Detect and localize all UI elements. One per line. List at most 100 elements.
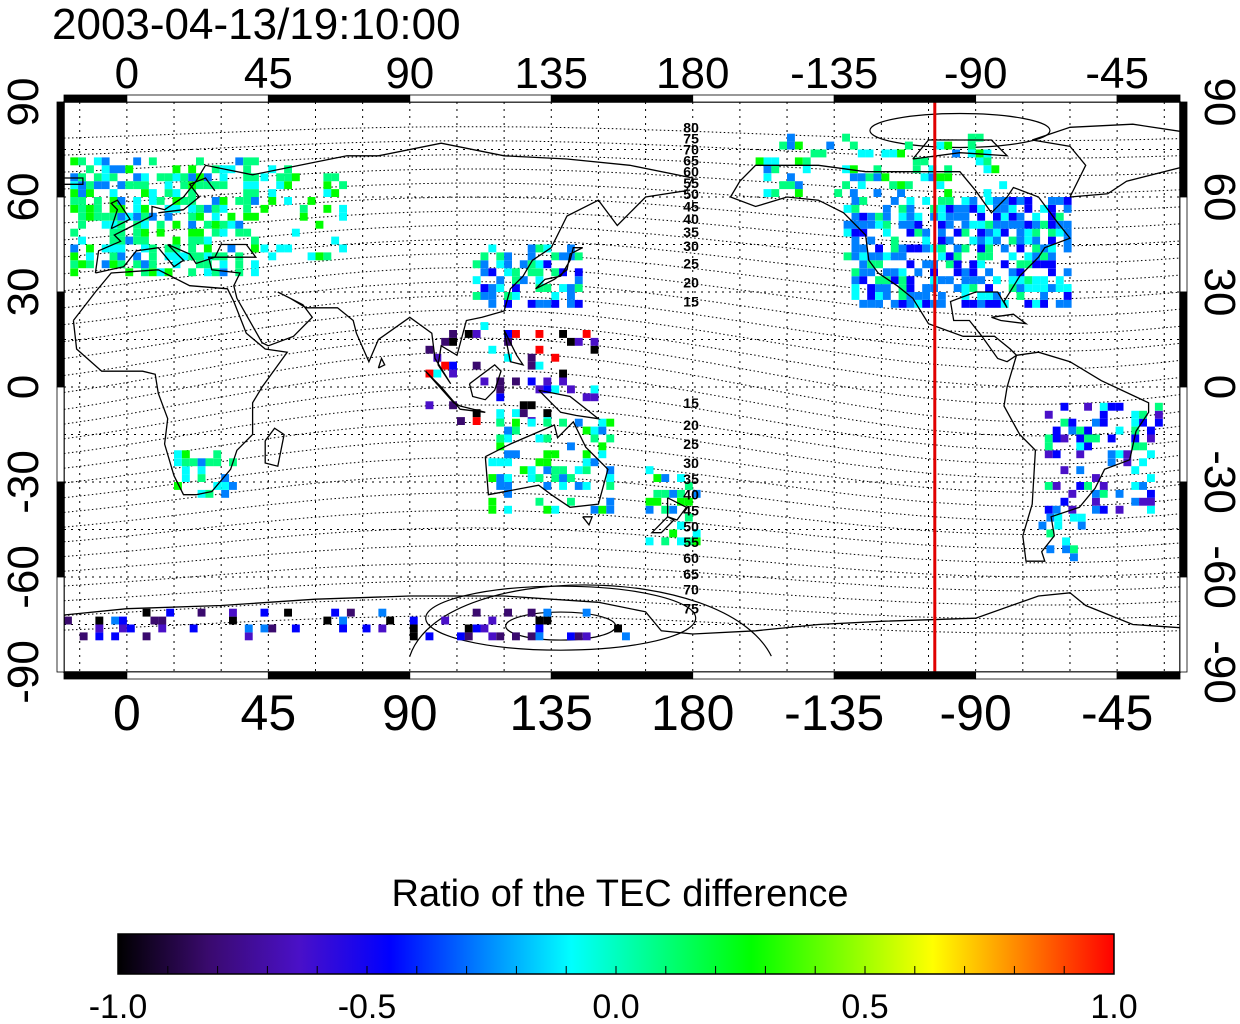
- data-cell: [512, 292, 520, 300]
- data-cell: [937, 220, 946, 229]
- data-cell: [203, 181, 212, 190]
- data-cell: [323, 616, 332, 625]
- data-cell: [606, 497, 615, 506]
- data-cell: [912, 165, 921, 174]
- data-cell: [928, 173, 937, 182]
- data-cell: [684, 497, 693, 506]
- contour-label: 75: [683, 601, 699, 617]
- data-cell: [953, 228, 962, 237]
- data-cell: [527, 260, 536, 269]
- data-cell: [969, 276, 978, 285]
- data-cell: [211, 181, 220, 190]
- data-cell: [897, 181, 905, 190]
- coastlines: [64, 123, 1180, 635]
- x-tick-label-top: -135: [790, 49, 878, 98]
- data-cell: [504, 299, 512, 308]
- data-cell: [598, 426, 607, 435]
- data-cell: [480, 322, 489, 330]
- data-cell: [898, 299, 907, 308]
- data-cell: [945, 276, 954, 285]
- data-cell: [133, 181, 142, 190]
- data-cell: [692, 537, 701, 546]
- data-cell: [512, 284, 520, 292]
- data-cell: [543, 505, 552, 514]
- data-cell: [323, 181, 332, 190]
- data-cell: [472, 292, 481, 300]
- data-cell: [590, 458, 599, 467]
- data-cell: [945, 252, 954, 261]
- y-tick-label-left: 0: [0, 375, 48, 399]
- data-cell: [1063, 220, 1072, 229]
- data-cell: [1060, 434, 1069, 443]
- data-cell: [1107, 450, 1116, 459]
- data-cell: [133, 157, 142, 166]
- data-cell: [219, 204, 228, 213]
- data-cell: [1040, 260, 1048, 269]
- data-cell: [606, 418, 615, 427]
- data-cell: [125, 165, 134, 174]
- data-cell: [875, 276, 883, 285]
- data-cell: [425, 369, 434, 378]
- data-cell: [235, 157, 244, 166]
- data-cell: [914, 228, 923, 237]
- contour-label: 35: [683, 471, 699, 487]
- data-cell: [1147, 489, 1155, 498]
- data-cell: [692, 529, 701, 538]
- data-cell: [985, 299, 993, 308]
- data-cell: [551, 252, 560, 261]
- data-cell: [172, 204, 181, 213]
- data-cell: [851, 212, 860, 221]
- data-cell: [527, 418, 536, 427]
- data-cell: [158, 616, 167, 625]
- y-tick-label-right: 0: [1195, 375, 1240, 399]
- data-cell: [188, 173, 197, 182]
- data-cell: [488, 497, 497, 506]
- data-cell: [93, 212, 102, 221]
- data-cell: [496, 632, 505, 641]
- x-tick-label-top: 180: [656, 49, 729, 98]
- data-cell: [148, 252, 157, 261]
- data-cell: [985, 236, 993, 245]
- data-cell: [101, 212, 110, 221]
- data-cell: [1062, 545, 1070, 554]
- data-cell: [677, 537, 685, 546]
- data-cell: [875, 299, 883, 308]
- data-cell: [251, 212, 259, 221]
- contour-label: 70: [683, 582, 699, 598]
- data-cell: [991, 165, 1000, 174]
- data-cell: [1063, 244, 1072, 253]
- data-cell: [243, 212, 252, 221]
- data-cell: [78, 236, 86, 245]
- data-cell: [141, 228, 149, 237]
- data-cell: [172, 260, 181, 269]
- data-cell: [243, 181, 252, 190]
- data-cell: [251, 157, 259, 166]
- data-cell: [851, 252, 860, 261]
- tec-map: 8075706560555045403530252015152025303540…: [0, 49, 1240, 741]
- data-cell: [606, 474, 615, 482]
- data-cell: [1024, 299, 1033, 308]
- data-cell: [117, 212, 126, 221]
- data-cell: [213, 450, 222, 459]
- data-cell: [331, 189, 340, 197]
- data-cell: [504, 353, 512, 362]
- data-cell: [1092, 474, 1100, 482]
- data-cell: [543, 377, 552, 386]
- data-cell: [684, 482, 693, 490]
- x-tick-label-top: -45: [1085, 49, 1149, 98]
- data-cell: [953, 204, 962, 213]
- data-cell: [983, 149, 992, 158]
- data-cell: [945, 212, 954, 221]
- data-cell: [1139, 482, 1147, 490]
- data-cell: [985, 268, 993, 277]
- data-cell: [504, 608, 512, 617]
- data-cell: [993, 212, 1001, 221]
- data-cell: [1084, 482, 1092, 490]
- contour-label: 15: [683, 395, 699, 411]
- data-cell: [937, 228, 946, 237]
- data-cell: [779, 181, 788, 190]
- coastline: [666, 497, 688, 521]
- data-cell: [535, 330, 544, 338]
- data-cell: [1063, 299, 1072, 308]
- data-cell: [889, 181, 898, 190]
